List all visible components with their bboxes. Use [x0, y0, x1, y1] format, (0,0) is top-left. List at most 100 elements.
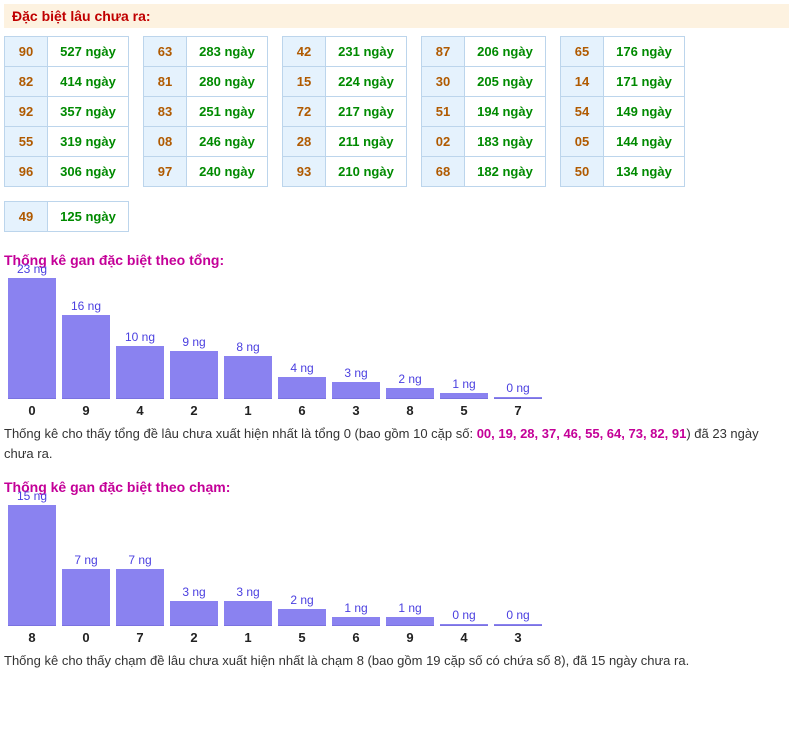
days-value: 224 ngày — [326, 67, 407, 97]
bar-category-label: 7 — [136, 630, 143, 645]
table-row: 50134 ngày — [561, 157, 685, 187]
bar-category-label: 9 — [406, 630, 413, 645]
bar-category-label: 3 — [352, 403, 359, 418]
pair-number: 30 — [422, 67, 465, 97]
bar-rect — [8, 505, 56, 626]
bar-category-label: 6 — [298, 403, 305, 418]
chart-bar: 10 ng4 — [116, 330, 164, 418]
chart-bar: 23 ng0 — [8, 262, 56, 418]
table-row: 97240 ngày — [144, 157, 268, 187]
table-row: 83251 ngày — [144, 97, 268, 127]
table-row: 30205 ngày — [422, 67, 546, 97]
bar-rect — [170, 351, 218, 399]
bar-value-label: 9 ng — [182, 335, 205, 349]
chart-bar: 15 ng8 — [8, 489, 56, 645]
chart-bar: 1 ng5 — [440, 377, 488, 418]
table-row: 96306 ngày — [5, 157, 129, 187]
days-value: 319 ngày — [48, 127, 129, 157]
days-value: 176 ngày — [604, 37, 685, 67]
chart-bar: 7 ng7 — [116, 553, 164, 645]
bar-category-label: 2 — [190, 630, 197, 645]
bar-rect — [116, 569, 164, 626]
chart-bar: 8 ng 1 — [224, 340, 272, 418]
bar-value-label: 23 ng — [17, 262, 47, 276]
table-row: 15224 ngày — [283, 67, 407, 97]
bar-rect — [494, 624, 542, 626]
page-title: Đặc biệt lâu chưa ra: — [4, 4, 789, 28]
pair-number: 05 — [561, 127, 604, 157]
table-row: 92357 ngày — [5, 97, 129, 127]
days-value: 246 ngày — [187, 127, 268, 157]
bar-value-label: 1 ng — [344, 601, 367, 615]
pair-number: 72 — [283, 97, 326, 127]
bar-category-label: 1 — [244, 630, 251, 645]
pair-number: 51 — [422, 97, 465, 127]
bar-value-label: 0 ng — [506, 608, 529, 622]
bar-value-label: 8 ng — [236, 340, 259, 354]
days-value: 414 ngày — [48, 67, 129, 97]
bar-value-label: 4 ng — [290, 361, 313, 375]
chart-bar: 0 ng 4 — [440, 608, 488, 645]
data-table: 42231 ngày15224 ngày72217 ngày28211 ngày… — [282, 36, 407, 187]
bar-category-label: 1 — [244, 403, 251, 418]
bar-category-label: 5 — [460, 403, 467, 418]
data-table: 87206 ngày30205 ngày51194 ngày02183 ngày… — [421, 36, 546, 187]
table-row: 08246 ngày — [144, 127, 268, 157]
chart-bar: 3 ng3 — [332, 366, 380, 418]
chart-bar: 9 ng2 — [170, 335, 218, 418]
table-row: 02183 ngày — [422, 127, 546, 157]
bar-value-label: 0 ng — [452, 608, 475, 622]
days-value: 194 ngày — [465, 97, 546, 127]
bar-rect — [332, 617, 380, 626]
bar-category-label: 9 — [82, 403, 89, 418]
chart1: 23 ng016 ng910 ng49 ng28 ng14 ng63 ng32 … — [4, 278, 789, 418]
days-value: 357 ngày — [48, 97, 129, 127]
days-value: 231 ngày — [326, 37, 407, 67]
bar-rect — [278, 377, 326, 399]
days-value: 171 ngày — [604, 67, 685, 97]
bar-value-label: 3 ng — [182, 585, 205, 599]
chart-bar: 0 ng3 — [494, 608, 542, 645]
bar-rect — [278, 609, 326, 626]
days-value: 206 ngày — [465, 37, 546, 67]
table-row: 55319 ngày — [5, 127, 129, 157]
bar-rect — [386, 388, 434, 399]
bar-category-label: 5 — [298, 630, 305, 645]
chart-bar: 1 ng 9 — [386, 601, 434, 645]
bar-rect — [170, 601, 218, 626]
bar-category-label: 6 — [352, 630, 359, 645]
table-row: 54149 ngày — [561, 97, 685, 127]
chart-bar: 7 ng0 — [62, 553, 110, 645]
bar-rect — [8, 278, 56, 399]
chart2-title: Thống kê gan đặc biệt theo chạm: — [4, 479, 789, 495]
pair-number: 68 — [422, 157, 465, 187]
days-value: 183 ngày — [465, 127, 546, 157]
days-value: 283 ngày — [187, 37, 268, 67]
table-row: 82414 ngày — [5, 67, 129, 97]
chart1-desc-pairs: 00, 19, 28, 37, 46, 55, 64, 73, 82, 91 — [477, 426, 687, 441]
bar-category-label: 7 — [514, 403, 521, 418]
table-row: 14171 ngày — [561, 67, 685, 97]
days-value: 205 ngày — [465, 67, 546, 97]
days-value: 144 ngày — [604, 127, 685, 157]
tables-container: 90527 ngày82414 ngày92357 ngày55319 ngày… — [4, 36, 789, 232]
bar-value-label: 3 ng — [236, 585, 259, 599]
table-row: 63283 ngày — [144, 37, 268, 67]
chart1-desc-prefix: Thống kê cho thấy tổng đề lâu chưa xuất … — [4, 426, 477, 441]
table-row: 72217 ngày — [283, 97, 407, 127]
pair-number: 92 — [5, 97, 48, 127]
bar-rect — [62, 315, 110, 399]
pair-number: 87 — [422, 37, 465, 67]
bar-value-label: 1 ng — [398, 601, 421, 615]
table-row: 87206 ngày — [422, 37, 546, 67]
days-value: 134 ngày — [604, 157, 685, 187]
bar-category-label: 4 — [460, 630, 467, 645]
days-value: 210 ngày — [326, 157, 407, 187]
chart-bar: 2 ng8 — [386, 372, 434, 418]
pair-number: 50 — [561, 157, 604, 187]
bar-value-label: 16 ng — [71, 299, 101, 313]
days-value: 306 ngày — [48, 157, 129, 187]
bar-rect — [494, 397, 542, 399]
pair-number: 97 — [144, 157, 187, 187]
bar-value-label: 2 ng — [398, 372, 421, 386]
